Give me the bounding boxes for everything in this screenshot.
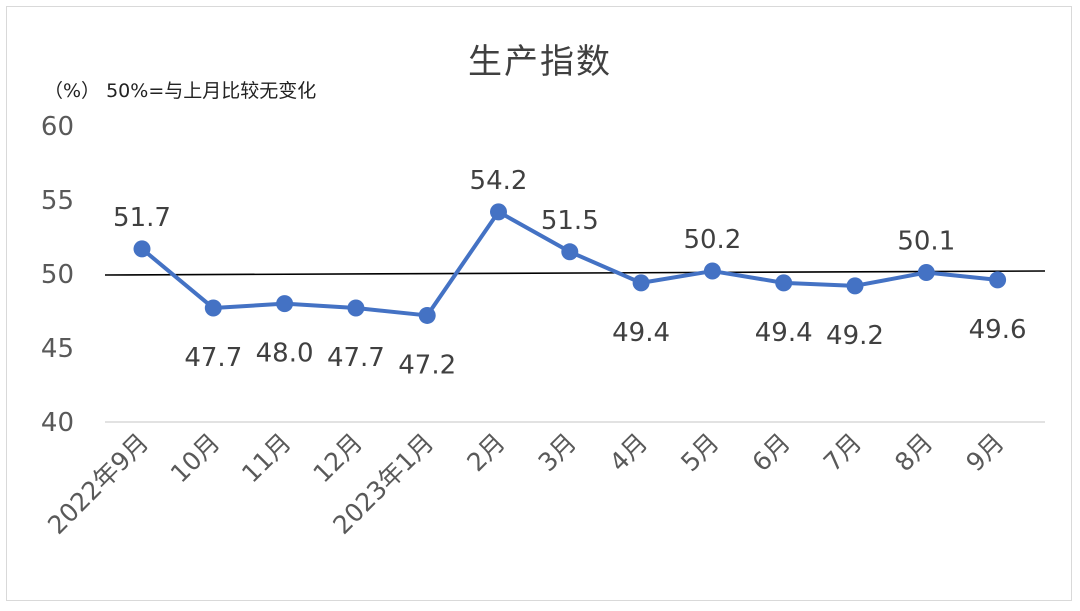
- data-point: [703, 262, 721, 280]
- y-tick-label: 45: [41, 334, 74, 364]
- x-category-label: 12月: [307, 428, 368, 489]
- unit-note: （%） 50%=与上月比较无变化: [44, 80, 317, 102]
- data-point: [347, 299, 365, 317]
- data-point: [418, 306, 436, 324]
- y-tick-label: 60: [41, 112, 74, 142]
- data-label: 47.2: [398, 350, 456, 380]
- y-tick-label: 50: [41, 260, 74, 290]
- data-point: [632, 274, 650, 292]
- data-label: 49.4: [755, 318, 813, 348]
- chart-frame: [6, 6, 1072, 601]
- data-label: 49.6: [969, 315, 1027, 345]
- x-category-label: 2022年9月: [42, 428, 154, 540]
- data-label: 50.2: [683, 225, 741, 255]
- data-label: 48.0: [256, 339, 314, 369]
- data-label: 54.2: [470, 166, 528, 196]
- data-label: 49.2: [826, 321, 884, 351]
- data-point: [917, 264, 935, 282]
- x-category-label: 11月: [236, 428, 297, 489]
- x-category-label: 7月: [818, 428, 867, 477]
- data-point: [989, 271, 1007, 289]
- x-category-label: 8月: [889, 428, 938, 477]
- data-point: [846, 277, 864, 295]
- x-category-label: 9月: [960, 428, 1009, 477]
- data-point: [490, 203, 507, 221]
- y-tick-label: 55: [41, 186, 74, 216]
- data-label: 47.7: [327, 343, 385, 373]
- data-label: 47.7: [184, 343, 242, 373]
- data-label: 49.4: [612, 318, 670, 348]
- data-point: [133, 240, 151, 258]
- x-category-label: 2月: [461, 428, 510, 477]
- data-point: [204, 299, 222, 317]
- y-tick-label: 40: [41, 408, 74, 438]
- x-category-label: 6月: [747, 428, 796, 477]
- data-point: [775, 274, 793, 292]
- data-label: 51.7: [113, 203, 171, 233]
- x-category-label: 5月: [675, 428, 724, 477]
- data-label: 51.5: [541, 206, 599, 236]
- chart-title: 生产指数: [468, 42, 612, 82]
- data-point: [561, 243, 579, 261]
- data-label: 50.1: [897, 227, 955, 257]
- x-category-label: 10月: [165, 428, 226, 489]
- reference-line-50: [104, 270, 1046, 276]
- x-category-label: 3月: [533, 428, 582, 477]
- data-point: [276, 295, 294, 313]
- x-category-label: 4月: [604, 428, 653, 477]
